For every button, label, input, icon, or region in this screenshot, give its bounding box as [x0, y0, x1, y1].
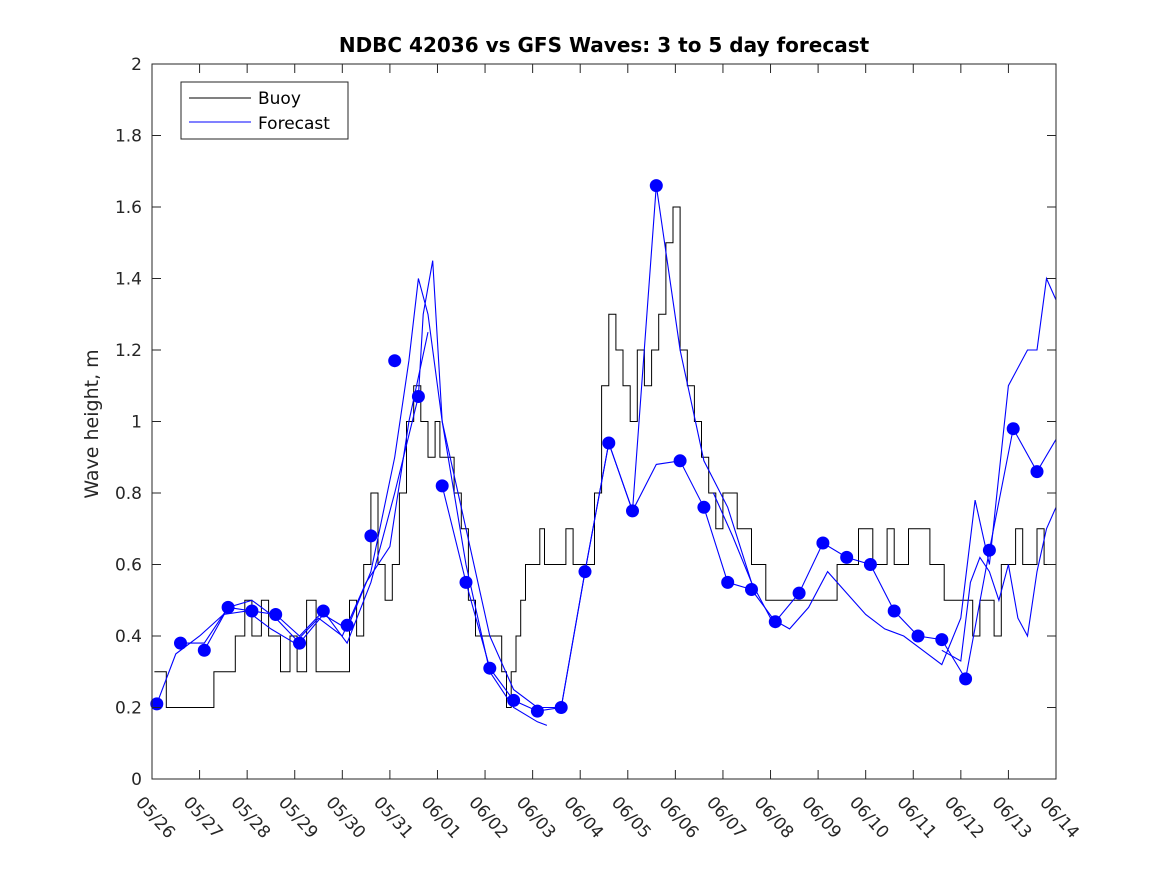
forecast-marker	[316, 604, 330, 618]
forecast-series-line-3	[203, 185, 753, 709]
chart-title: NDBC 42036 vs GFS Waves: 3 to 5 day fore…	[339, 33, 870, 57]
y-tick-label: 1.6	[115, 198, 142, 218]
y-tick-label: 0.2	[115, 699, 142, 719]
forecast-marker	[554, 701, 568, 714]
plot-background	[152, 64, 1056, 779]
forecast-marker	[911, 629, 925, 643]
forecast-marker	[507, 693, 521, 707]
legend: Buoy Forecast	[180, 81, 349, 140]
forecast-marker	[435, 479, 449, 493]
forecast-marker	[768, 615, 782, 629]
forecast-marker	[935, 633, 949, 647]
forecast-marker	[863, 558, 877, 571]
y-tick-label: 0.6	[115, 556, 142, 576]
y-tick-label: 0.8	[115, 484, 142, 504]
y-tick-label: 0	[131, 770, 142, 790]
forecast-marker	[340, 618, 354, 632]
forecast-marker	[293, 636, 306, 650]
forecast-marker	[816, 536, 830, 550]
y-tick-label: 1.2	[115, 341, 142, 361]
forecast-marker	[388, 354, 402, 368]
forecast-marker	[792, 586, 806, 600]
forecast-marker	[602, 436, 616, 450]
y-axis-label: Wave height, m	[81, 349, 103, 498]
forecast-marker	[411, 390, 425, 403]
forecast-marker	[483, 661, 497, 675]
forecast-marker	[626, 504, 639, 518]
forecast-marker	[982, 543, 996, 557]
forecast-marker	[530, 704, 544, 718]
legend-forecast-label: Forecast	[258, 114, 330, 134]
y-tick-label: 0.4	[115, 627, 142, 647]
forecast-marker	[1030, 465, 1044, 479]
forecast-marker	[245, 604, 259, 618]
forecast-marker	[221, 600, 235, 614]
y-tick-label: 1	[131, 413, 142, 433]
forecast-marker	[197, 643, 211, 657]
forecast-marker	[840, 550, 854, 564]
y-tick-label: 1.8	[115, 127, 142, 147]
forecast-marker	[174, 636, 187, 650]
forecast-marker	[721, 575, 735, 589]
forecast-marker	[649, 179, 663, 193]
marker-layer	[150, 179, 1044, 718]
forecast-marker	[1006, 422, 1020, 436]
forecast-series-line-6	[941, 507, 1056, 662]
forecast-marker	[673, 454, 687, 468]
forecast-marker	[959, 672, 973, 686]
y-tick-label: 2	[131, 55, 142, 75]
legend-buoy-label: Buoy	[258, 89, 301, 109]
legend-box	[180, 81, 349, 140]
y-tick-label: 1.4	[115, 270, 142, 290]
forecast-marker	[459, 575, 473, 589]
forecast-marker	[887, 604, 901, 618]
forecast-marker	[364, 529, 378, 543]
forecast-marker	[269, 608, 283, 621]
forecast-marker	[697, 500, 711, 514]
forecast-marker	[578, 565, 592, 579]
plot-area	[152, 64, 1056, 779]
forecast-marker	[745, 583, 758, 596]
